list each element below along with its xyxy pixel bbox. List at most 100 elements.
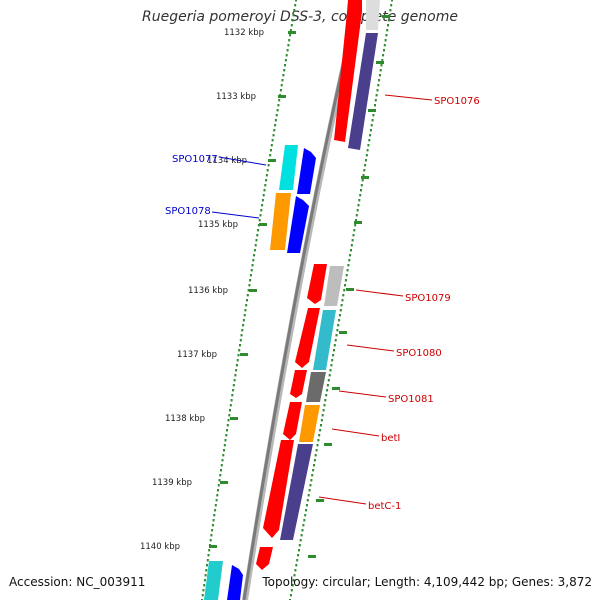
scale-dot xyxy=(328,374,331,377)
scale-dot xyxy=(382,54,385,57)
blue-feature[interactable] xyxy=(297,148,316,194)
scale-dot xyxy=(384,39,387,42)
scale-dot xyxy=(308,489,311,492)
scale-dot xyxy=(241,329,244,332)
scale-dot xyxy=(255,239,258,242)
scale-dot xyxy=(269,154,272,157)
scale-dot xyxy=(334,339,337,342)
scale-dot xyxy=(339,309,342,312)
scale-dot xyxy=(284,59,287,62)
scale-dot xyxy=(310,479,313,482)
scale-dot xyxy=(214,509,217,512)
gene-label-spo1076[interactable]: SPO1076 xyxy=(434,96,480,107)
blue-feature[interactable] xyxy=(227,565,243,600)
scale-dot xyxy=(284,64,286,67)
scale-dot xyxy=(306,499,309,502)
scale-dot xyxy=(333,349,335,352)
gene-label-betc-1[interactable]: betC-1 xyxy=(368,501,401,512)
scale-dot xyxy=(356,209,359,212)
scale-dot xyxy=(371,119,374,122)
scale-dot xyxy=(206,559,209,562)
gene-label-spo1080[interactable]: SPO1080 xyxy=(396,348,442,359)
tick-mark xyxy=(259,223,267,226)
purple-feature[interactable] xyxy=(280,444,313,540)
purple-feature[interactable] xyxy=(348,33,378,150)
tick-mark xyxy=(308,555,316,558)
scale-dot xyxy=(338,319,341,322)
scale-dot xyxy=(275,114,278,117)
gray-feature[interactable] xyxy=(366,0,380,30)
gene-leader-line xyxy=(218,156,267,166)
scale-dot xyxy=(301,529,304,532)
scale-dot xyxy=(262,194,265,197)
gene-label-beti[interactable]: betI xyxy=(381,433,400,444)
scale-dot xyxy=(377,84,380,87)
tick-mark xyxy=(209,545,217,548)
scale-dot xyxy=(374,99,377,102)
gray-feature[interactable] xyxy=(324,266,344,306)
tick-mark xyxy=(240,353,248,356)
orange-feature[interactable] xyxy=(270,193,291,250)
scale-dot xyxy=(359,194,362,197)
scale-dot xyxy=(387,19,390,22)
scale-dot xyxy=(235,364,238,367)
cds-feature[interactable] xyxy=(347,0,362,12)
gene-label-spo1081[interactable]: SPO1081 xyxy=(388,394,434,405)
blue-feature[interactable] xyxy=(287,196,309,253)
tick-label: 1133 kbp xyxy=(216,92,256,102)
scale-dot xyxy=(342,294,345,297)
cds-feature[interactable] xyxy=(283,402,302,440)
feature-track-minus xyxy=(204,145,316,600)
genome-stats-text: Topology: circular; Length: 4,109,442 bp… xyxy=(262,575,592,589)
orange-feature[interactable] xyxy=(299,405,320,442)
cyan-feature[interactable] xyxy=(313,310,336,370)
scale-dot xyxy=(217,489,219,492)
scale-dot xyxy=(264,184,267,187)
scale-dot xyxy=(236,359,239,362)
tick-mark xyxy=(361,176,369,179)
scale-dot xyxy=(366,149,369,152)
scale-dot xyxy=(370,124,373,127)
scale-dot xyxy=(289,29,292,32)
cds-feature[interactable] xyxy=(263,440,294,538)
cyan-feature[interactable] xyxy=(279,145,298,190)
cds-feature[interactable] xyxy=(295,308,320,368)
scale-dot xyxy=(261,204,264,207)
gene-label-spo1077[interactable]: SPO1077 xyxy=(172,154,218,165)
scale-dot xyxy=(246,294,249,297)
scale-dot xyxy=(305,504,308,507)
scale-dot xyxy=(232,384,235,387)
scale-dot xyxy=(224,439,227,442)
scale-dot xyxy=(265,174,268,177)
cds-feature[interactable] xyxy=(256,547,273,570)
scale-dot xyxy=(253,254,256,257)
scale-dot xyxy=(235,369,238,372)
scale-dot xyxy=(211,529,214,532)
scale-dot xyxy=(332,354,335,357)
gene-label-spo1079[interactable]: SPO1079 xyxy=(405,293,451,304)
cds-feature[interactable] xyxy=(334,12,362,142)
gene-leader-line xyxy=(331,428,380,437)
scale-dot xyxy=(321,414,324,417)
scale-dot xyxy=(300,534,303,537)
scale-dot xyxy=(259,214,262,217)
scale-dot xyxy=(287,44,290,47)
cyan-feature[interactable] xyxy=(204,561,223,600)
scale-dot xyxy=(203,584,206,587)
scale-dot xyxy=(298,544,301,547)
scale-dot xyxy=(209,539,212,542)
scale-dot xyxy=(365,154,368,157)
tick-mark xyxy=(346,288,354,291)
scale-dot xyxy=(353,229,356,232)
gene-leader-line xyxy=(384,94,433,101)
gene-label-spo1078[interactable]: SPO1078 xyxy=(165,206,211,217)
scale-dot xyxy=(304,514,307,517)
cds-feature[interactable] xyxy=(307,264,327,304)
cds-feature[interactable] xyxy=(290,370,307,398)
scale-ticks: 1132 kbp 1133 kbp 1134 kbp 1135 kbp 1136 kbp… xyxy=(140,15,390,558)
scale-dot xyxy=(355,214,358,217)
scale-dot xyxy=(295,564,298,567)
scale-dot xyxy=(292,579,295,582)
darkgray-feature[interactable] xyxy=(306,372,326,402)
scale-dot xyxy=(326,389,329,392)
